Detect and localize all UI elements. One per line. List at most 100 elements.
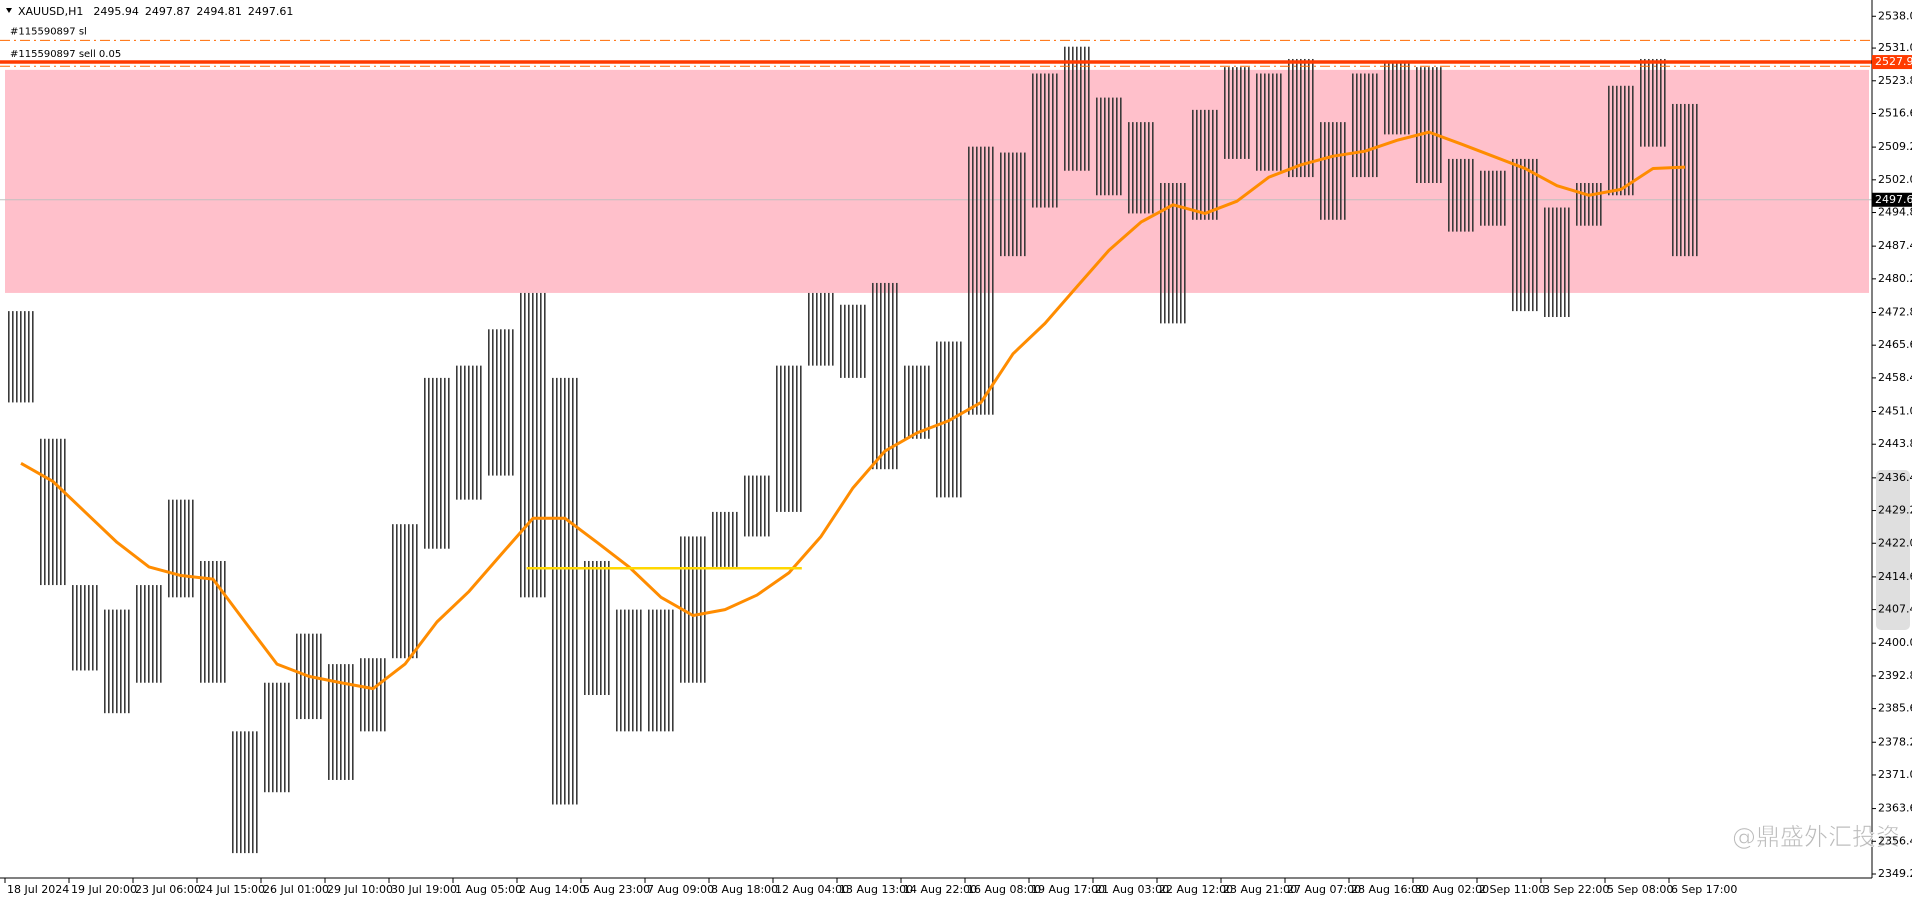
price-range	[70, 585, 100, 671]
price-range	[1350, 73, 1380, 178]
y-tick-label: 2392.80	[1878, 669, 1912, 682]
price-range	[1606, 85, 1636, 196]
price-range	[582, 560, 612, 696]
x-tick-label: 1 Aug 05:00	[455, 883, 522, 896]
x-tick-label: 5 Sep 08:00	[1607, 883, 1673, 896]
y-tick-label: 2538.00	[1878, 9, 1912, 22]
price-range	[6, 311, 36, 403]
price-range	[1318, 122, 1348, 220]
price-range	[1510, 158, 1540, 312]
y-tick-label: 2465.60	[1878, 338, 1912, 351]
price-range	[390, 524, 420, 659]
price-range	[1574, 182, 1604, 226]
y-tick-label: 2509.20	[1878, 140, 1912, 153]
price-range	[1414, 67, 1444, 183]
moving-average	[20, 130, 1686, 691]
price-range	[1254, 73, 1284, 171]
plot-area	[0, 39, 1872, 854]
price-range	[518, 292, 548, 598]
y-tick-label: 2436.40	[1878, 471, 1912, 484]
x-tick-label: 5 Aug 23:00	[583, 883, 650, 896]
x-tick-label: 30 Jul 19:00	[391, 883, 457, 896]
quote-value: 2495.94	[93, 5, 139, 18]
x-tick-label: 14 Aug 22:00	[903, 883, 977, 896]
y-tick-label: 2429.20	[1878, 504, 1912, 517]
price-range	[1670, 103, 1700, 257]
price-range	[1382, 63, 1412, 135]
price-range	[454, 365, 484, 500]
x-tick-label: 27 Aug 07:00	[1287, 883, 1361, 896]
y-tick-label: 2523.80	[1878, 74, 1912, 87]
price-range	[614, 609, 644, 732]
y-tick-label: 2458.40	[1878, 371, 1912, 384]
x-tick-label: 18 Jul 2024	[7, 883, 69, 896]
price-range	[806, 292, 836, 366]
price-range	[774, 365, 804, 512]
price-range	[134, 585, 164, 683]
y-tick-label: 2371.00	[1878, 768, 1912, 781]
level-price-box	[1872, 55, 1912, 70]
x-tick-label: 30 Aug 02:00	[1415, 883, 1489, 896]
bid-price: 2497.61	[1875, 193, 1912, 206]
price-range	[262, 682, 292, 793]
price-range	[1094, 97, 1124, 196]
y-tick-label: 2531.00	[1878, 41, 1912, 54]
price-range	[166, 499, 196, 598]
price-range	[1446, 158, 1476, 232]
symbol-menu[interactable]	[6, 8, 12, 13]
x-tick-label: 8 Aug 18:00	[711, 883, 778, 896]
x-tick-label: 26 Jul 01:00	[263, 883, 329, 896]
level-price: 2527.92	[1875, 55, 1912, 68]
price-range	[1542, 207, 1572, 318]
price-range	[422, 377, 452, 549]
price-range	[102, 609, 132, 714]
order-label: #115590897 sl	[10, 26, 87, 37]
zone	[5, 69, 1869, 293]
y-tick-label: 2363.60	[1878, 802, 1912, 815]
price-range	[998, 152, 1028, 257]
price-range	[870, 282, 900, 470]
trade-widget[interactable]	[1876, 470, 1910, 630]
order-label: #115590897 sell 0.05	[10, 49, 121, 60]
price-range	[1286, 58, 1316, 178]
x-tick-label: 21 Aug 03:00	[1095, 883, 1169, 896]
y-tick-label: 2385.60	[1878, 702, 1912, 715]
y-tick-label: 2378.20	[1878, 735, 1912, 748]
x-tick-label: 23 Jul 06:00	[135, 883, 201, 896]
price-range	[486, 329, 516, 476]
quote-value: 2497.61	[248, 5, 294, 18]
x-tick-label: 19 Aug 17:00	[1031, 883, 1105, 896]
y-tick-label: 2451.00	[1878, 405, 1912, 418]
y-tick-label: 2443.80	[1878, 437, 1912, 450]
price-range	[1478, 170, 1508, 226]
price-range	[1126, 122, 1156, 214]
quote-value: 2497.87	[145, 5, 191, 18]
watermark: @鼎盛外汇投资	[1732, 823, 1900, 851]
y-tick-label: 2502.00	[1878, 173, 1912, 186]
price-range	[230, 731, 260, 854]
x-tick-label: 12 Aug 04:00	[775, 883, 849, 896]
price-range	[1030, 73, 1060, 208]
symbol: XAUUSD,H1	[18, 5, 83, 18]
quote-value: 2494.81	[196, 5, 242, 18]
x-tick-label: 16 Aug 08:00	[967, 883, 1041, 896]
price-range	[358, 658, 388, 732]
y-tick-label: 2414.60	[1878, 570, 1912, 583]
x-tick-label: 23 Aug 21:00	[1223, 883, 1297, 896]
y-tick-label: 2480.20	[1878, 272, 1912, 285]
price-range	[838, 304, 868, 378]
y-tick-label: 2349.20	[1878, 867, 1912, 880]
price-range	[902, 365, 932, 439]
x-tick-label: 22 Aug 12:00	[1159, 883, 1233, 896]
x-tick-label: 7 Aug 09:00	[647, 883, 714, 896]
price-range	[966, 146, 996, 415]
x-tick-label: 2 Sep 11:00	[1479, 883, 1545, 896]
x-tick-label: 29 Jul 10:00	[327, 883, 393, 896]
y-tick-label: 2516.60	[1878, 106, 1912, 119]
y-tick-label: 2494.80	[1878, 206, 1912, 219]
y-tick-label: 2407.40	[1878, 603, 1912, 616]
price-range	[550, 377, 580, 805]
y-tick-label: 2472.80	[1878, 305, 1912, 318]
x-tick-label: 19 Jul 20:00	[71, 883, 137, 896]
